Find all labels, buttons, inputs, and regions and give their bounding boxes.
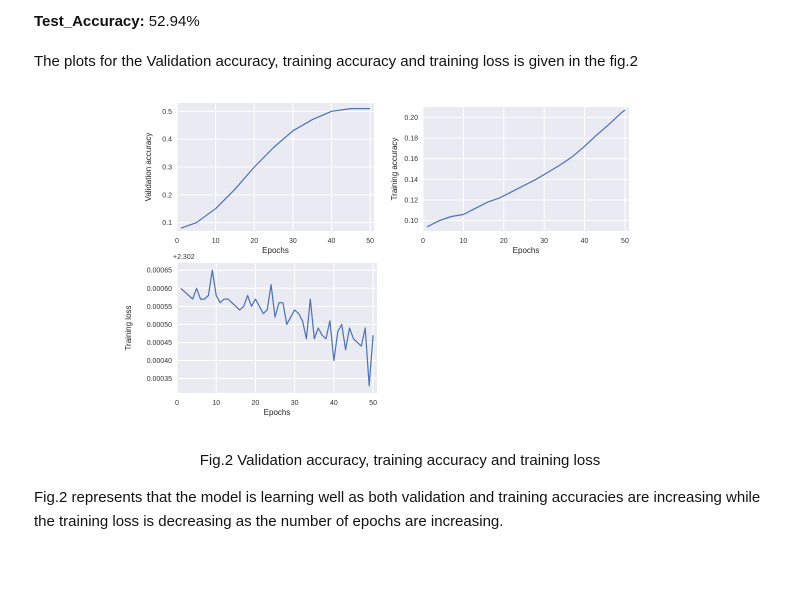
x-axis-label: Epochs [513,246,540,255]
intro-paragraph: The plots for the Validation accuracy, t… [34,53,638,70]
x-tick-label: 50 [621,238,629,245]
x-tick-label: 50 [369,400,377,407]
test-accuracy-value: 52.94% [144,13,200,30]
y-tick-label: 0.00040 [147,358,172,365]
plot-area [177,263,377,393]
y-offset-label: +2.302 [173,254,195,261]
y-tick-label: 0.18 [404,136,418,143]
y-tick-label: 0.16 [404,156,418,163]
x-tick-label: 0 [175,400,179,407]
series-line [180,269,374,387]
chart-1: 0 10 20 30 40 50 0.1 0.2 0.3 0.4 0.5 Epochs Validati… [144,103,374,255]
x-tick-label: 40 [581,238,589,245]
y-axis-label: Validation accuracy [144,133,153,202]
x-axis-label: Epochs [264,408,291,417]
figure-caption: Fig.2 Validation accuracy, training accu… [199,452,601,469]
y-tick-label: 0.5 [162,109,172,116]
y-axis-label: Training loss [124,305,133,350]
plot-area [423,107,629,231]
x-tick-label: 40 [328,238,336,245]
y-tick-label: 0.20 [404,115,418,122]
chart-3: 0 10 20 30 40 50 0.00035 0.00040 0.00045 0.00050 0… [124,254,377,417]
y-tick-label: 0.00050 [147,322,172,329]
figure-2: 0 10 20 30 40 50 0.1 0.2 0.3 0.4 0.5 Epochs Validati… [110,98,650,423]
y-tick-label: 0.1 [162,220,172,227]
x-tick-label: 30 [540,238,548,245]
x-tick-label: 10 [212,238,220,245]
chart-2: 0 10 20 30 40 50 0.10 0.12 0.14 0.16 0.18 0.20 Epoch… [390,107,629,255]
x-tick-label: 10 [459,238,467,245]
y-tick-label: 0.00065 [147,268,172,275]
series-line [180,108,371,229]
y-tick-label: 0.2 [162,192,172,199]
y-tick-label: 0.3 [162,165,172,172]
x-tick-label: 20 [250,238,258,245]
y-tick-label: 0.4 [162,137,172,144]
y-tick-label: 0.00060 [147,286,172,293]
x-tick-label: 20 [500,238,508,245]
x-tick-label: 30 [291,400,299,407]
y-tick-label: 0.00035 [147,376,172,383]
y-axis-label: Training accuracy [390,138,399,201]
x-tick-label: 10 [212,400,220,407]
y-tick-label: 0.00045 [147,340,172,347]
x-tick-label: 40 [330,400,338,407]
x-tick-label: 20 [252,400,260,407]
figure-2-plots: 0 10 20 30 40 50 0.1 0.2 0.3 0.4 0.5 Epochs Validati… [124,103,629,417]
series-line [426,109,626,228]
test-accuracy-line: Test_Accuracy: 52.94% [34,10,200,34]
x-axis-label: Epochs [262,246,289,255]
y-tick-label: 0.10 [404,218,418,225]
x-tick-label: 0 [421,238,425,245]
test-accuracy-label: Test_Accuracy: [34,13,145,30]
y-tick-label: 0.00055 [147,304,172,311]
x-tick-label: 0 [175,238,179,245]
y-tick-label: 0.12 [404,198,418,205]
summary-paragraph: Fig.2 represents that the model is learn… [34,489,761,530]
y-tick-label: 0.14 [404,177,418,184]
x-tick-label: 50 [366,238,374,245]
x-tick-label: 30 [289,238,297,245]
